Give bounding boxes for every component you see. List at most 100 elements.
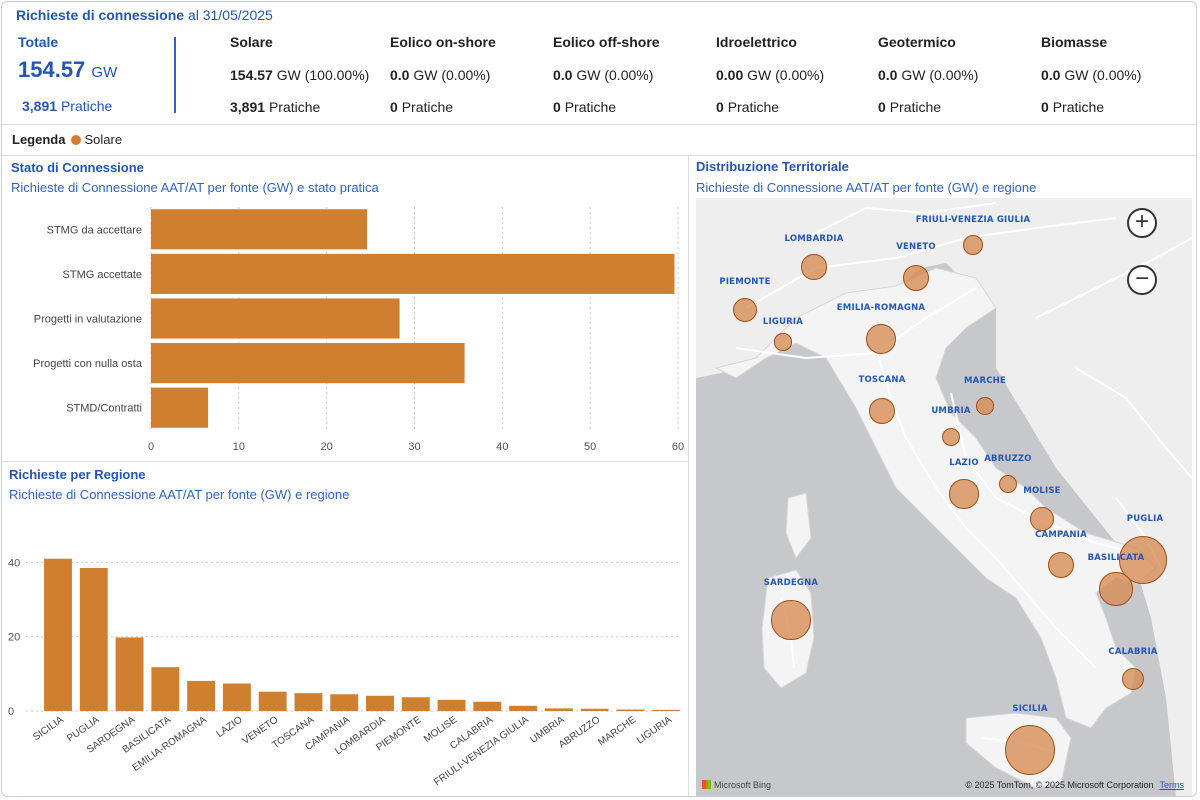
legend-item-solare[interactable]: Solare — [84, 132, 123, 147]
map-bubble[interactable] — [1048, 552, 1074, 578]
source-pratiche-value: 0 — [390, 99, 398, 115]
bar[interactable] — [151, 667, 180, 711]
bar[interactable] — [580, 708, 609, 711]
bar[interactable] — [79, 568, 108, 711]
x-category-label: LAZIO — [215, 714, 245, 740]
map-bubble[interactable] — [1118, 535, 1168, 585]
map-bubble[interactable] — [868, 397, 896, 425]
kpi-header: Richieste di connessione al 31/05/2025 T… — [2, 2, 1196, 125]
bar[interactable] — [509, 705, 538, 711]
y-tick-label: 0 — [8, 706, 14, 718]
map-region-label: MARCHE — [964, 376, 1006, 386]
map-bubble[interactable] — [962, 234, 984, 256]
source-pratiche-label: Pratiche — [727, 99, 780, 115]
source-name: Biomasse — [1041, 34, 1108, 50]
stato-bar-chart: 0 10 20 30 40 50 60 STMG da accettare STMG accet… — [33, 207, 684, 453]
bar[interactable] — [294, 693, 323, 711]
source-pratiche-value: 0 — [553, 99, 561, 115]
map-canvas — [696, 198, 1192, 796]
total-value: 154.57 GW — [18, 57, 117, 83]
source-pratiche: 0 Pratiche — [716, 99, 779, 115]
map-bubble[interactable] — [1121, 667, 1145, 691]
kpi-separator — [174, 37, 176, 113]
bar[interactable] — [401, 697, 430, 711]
total-label: Totale — [18, 34, 59, 50]
source-pratiche-label: Pratiche — [268, 99, 321, 115]
bar[interactable] — [115, 637, 144, 711]
bar[interactable] — [222, 683, 251, 711]
x-category-label: LIGURIA — [635, 714, 674, 746]
map-bubble[interactable] — [998, 474, 1018, 494]
map-region-label: BASILICATA — [1087, 553, 1145, 563]
source-gw-value: 0.0 — [1041, 67, 1061, 83]
bar[interactable] — [151, 343, 465, 384]
bar[interactable] — [187, 680, 216, 711]
source-gw-value: 154.57 — [230, 67, 273, 83]
bar[interactable] — [473, 701, 502, 711]
y-category-label: STMG da accettare — [47, 224, 142, 236]
italy-map[interactable]: FRIULI-VENEZIA GIULIA LOMBARDIA VENETO PIEM… — [696, 198, 1192, 796]
map-region-label: SARDEGNA — [763, 578, 819, 588]
map-region-label: LOMBARDIA — [784, 234, 844, 244]
map-bubble[interactable] — [801, 254, 827, 280]
terms-link[interactable]: Terms — [1159, 780, 1185, 790]
y-tick-label: 20 — [8, 632, 20, 644]
bar[interactable] — [330, 694, 359, 711]
map-region-label: SICILIA — [1012, 704, 1048, 714]
source-gw: 0.0 GW (0.00%) — [553, 67, 653, 83]
zoom-out-button[interactable]: − — [1127, 265, 1157, 295]
y-category-label: STMG accettate — [63, 269, 142, 281]
map-bubble[interactable] — [771, 600, 811, 640]
map-bubble[interactable] — [732, 297, 758, 323]
page-title-main: Richieste di connessione — [16, 7, 185, 23]
bar[interactable] — [652, 709, 681, 711]
source-gw: 0.0 GW (0.00%) — [878, 67, 978, 83]
map-land-balkans — [996, 298, 1192, 796]
x-tick-label: 10 — [233, 441, 245, 453]
map-bubble[interactable] — [902, 264, 930, 292]
stato-panel-title: Stato di Connessione — [11, 160, 144, 175]
total-pratiche: 3,891 Pratiche — [22, 98, 112, 114]
map-panel-title: Distribuzione Territoriale — [696, 159, 849, 174]
bar[interactable] — [544, 708, 573, 711]
source-name: Solare — [230, 34, 273, 50]
bar[interactable] — [151, 253, 675, 294]
bar[interactable] — [151, 298, 400, 339]
map-bubble-layer: FRIULI-VENEZIA GIULIA LOMBARDIA VENETO PIEM… — [696, 198, 1192, 796]
map-bubble[interactable] — [949, 479, 979, 509]
bar[interactable] — [44, 558, 72, 711]
divider — [2, 155, 1196, 156]
map-bubble[interactable] — [1030, 507, 1054, 531]
bar[interactable] — [616, 709, 645, 711]
source-pratiche: 0 Pratiche — [553, 99, 616, 115]
source-pratiche-value: 0 — [878, 99, 886, 115]
map-region-label: CALABRIA — [1108, 647, 1158, 657]
y-category-label: Progetti in valutazione — [34, 314, 142, 326]
bar[interactable] — [366, 695, 394, 711]
map-bubble[interactable] — [774, 333, 792, 351]
bar[interactable] — [151, 209, 368, 250]
source-pratiche: 0 Pratiche — [1041, 99, 1104, 115]
map-bubble[interactable] — [976, 397, 994, 415]
source-pratiche-label: Pratiche — [1052, 99, 1105, 115]
source-pratiche-value: 3,891 — [230, 99, 266, 115]
map-bubble[interactable] — [1099, 572, 1133, 606]
map-region-label: ABRUZZO — [984, 454, 1032, 464]
map-bubble[interactable] — [1005, 725, 1055, 775]
map-region-label: TOSCANA — [858, 375, 906, 385]
map-region-label: EMILIA-ROMAGNA — [836, 303, 926, 313]
map-bubble[interactable] — [865, 323, 896, 354]
map-bubble[interactable] — [941, 427, 961, 447]
source-pratiche-label: Pratiche — [889, 99, 942, 115]
zoom-in-button[interactable]: + — [1127, 208, 1157, 238]
legend: Legenda Solare — [12, 132, 122, 147]
x-category-label: MARCHE — [596, 714, 638, 748]
total-pratiche-number: 3,891 — [22, 98, 58, 114]
bar[interactable] — [258, 691, 287, 711]
bar[interactable] — [437, 699, 466, 711]
source-gw-unit: GW (0.00%) — [1064, 67, 1142, 83]
bar[interactable] — [151, 387, 209, 428]
source-name: Geotermico — [878, 34, 956, 50]
regione-panel-title: Richieste per Regione — [9, 467, 146, 482]
